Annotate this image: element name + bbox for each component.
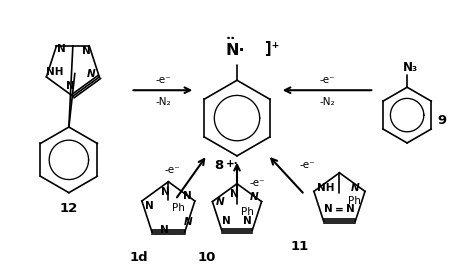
Text: N: N (161, 187, 170, 197)
Text: N: N (146, 201, 154, 211)
Text: Ph: Ph (348, 196, 361, 206)
Text: 8: 8 (214, 159, 224, 172)
Text: -N₂: -N₂ (155, 97, 171, 107)
Text: NH: NH (317, 183, 335, 193)
Text: N: N (351, 183, 359, 193)
Text: -e⁻: -e⁻ (300, 160, 315, 170)
Text: -e⁻: -e⁻ (164, 165, 180, 175)
Text: -e⁻: -e⁻ (155, 75, 171, 85)
Text: N: N (183, 217, 192, 227)
Text: Ph: Ph (240, 207, 254, 217)
Text: N: N (66, 81, 75, 91)
Text: -e⁻: -e⁻ (320, 75, 335, 85)
Text: -N₂: -N₂ (320, 97, 335, 107)
Text: 9: 9 (438, 113, 447, 127)
Text: N: N (87, 69, 96, 79)
Text: N: N (222, 215, 231, 226)
Text: N₃: N₃ (402, 61, 418, 74)
Text: =: = (335, 205, 344, 214)
Text: ]⁺: ]⁺ (264, 41, 279, 56)
Text: 11: 11 (291, 240, 309, 253)
Text: N·: N· (225, 43, 245, 58)
Text: N: N (182, 191, 191, 201)
Text: N: N (243, 215, 252, 226)
Text: 10: 10 (198, 251, 216, 264)
Text: NH: NH (46, 67, 63, 77)
Text: +·: +· (226, 159, 238, 169)
Text: Ph: Ph (172, 203, 185, 213)
Text: N: N (216, 197, 225, 207)
Text: N: N (82, 46, 91, 56)
Text: N: N (249, 192, 258, 202)
Text: N: N (324, 205, 333, 214)
Text: ··: ·· (226, 32, 236, 45)
Text: N: N (57, 44, 66, 54)
Text: N: N (160, 225, 168, 235)
Text: N: N (229, 189, 238, 199)
Text: -e⁻: -e⁻ (250, 178, 265, 188)
Text: 1d: 1d (129, 251, 148, 264)
Text: N: N (346, 205, 355, 214)
Text: 12: 12 (60, 202, 78, 215)
